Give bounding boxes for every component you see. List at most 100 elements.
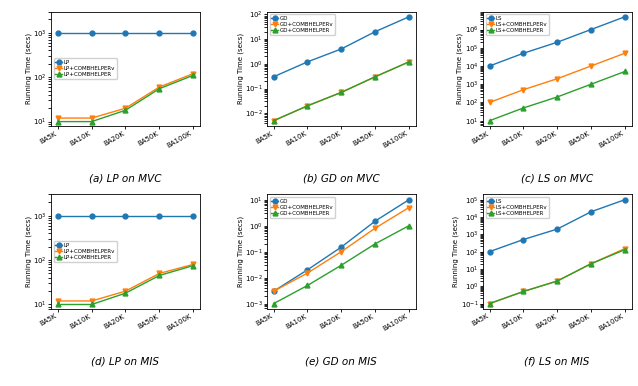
LP+COMBHELPER (189, 263, 197, 268)
LP+COMBHELPER (189, 73, 197, 78)
Line: LS+COMBHELPERv: LS+COMBHELPERv (487, 51, 627, 105)
Line: GD+COMBHELPER: GD+COMBHELPER (271, 59, 412, 123)
GD (371, 29, 379, 34)
LS+COMBHELPER (553, 279, 561, 283)
LS (553, 40, 561, 45)
Line: LS: LS (487, 197, 627, 254)
LP+COMBHELPERv (88, 299, 96, 303)
GD+COMBHELPERv (270, 119, 278, 123)
GD+COMBHELPERv (371, 226, 379, 230)
LP (54, 213, 62, 218)
LP+COMBHELPERv (156, 85, 163, 89)
LP+COMBHELPERv (156, 271, 163, 276)
LS+COMBHELPER (519, 106, 527, 110)
LS+COMBHELPERv (587, 64, 595, 68)
LP+COMBHELPER (88, 302, 96, 307)
GD+COMBHELPERv (338, 90, 345, 95)
Line: LP+COMBHELPER: LP+COMBHELPER (56, 73, 196, 124)
Line: LP+COMBHELPER: LP+COMBHELPER (56, 263, 196, 307)
LS+COMBHELPERv (553, 279, 561, 283)
LP (189, 213, 197, 218)
GD+COMBHELPERv (371, 74, 379, 79)
Legend: LS, LS+COMBHELPERv, LS+COMBHELPER: LS, LS+COMBHELPERv, LS+COMBHELPER (486, 14, 549, 35)
LS+COMBHELPER (553, 95, 561, 99)
LS+COMBHELPER (486, 119, 493, 123)
LP (156, 30, 163, 35)
LP+COMBHELPERv (88, 116, 96, 120)
LS+COMBHELPERv (486, 301, 493, 306)
Legend: LS, LS+COMBHELPERv, LS+COMBHELPER: LS, LS+COMBHELPERv, LS+COMBHELPER (486, 197, 549, 218)
LS (519, 237, 527, 242)
LS (587, 27, 595, 32)
LP+COMBHELPERv (54, 299, 62, 303)
Line: GD: GD (271, 197, 412, 294)
LS+COMBHELPERv (553, 76, 561, 81)
LP+COMBHELPERv (122, 106, 130, 110)
Legend: GD, GD+COMBHELPERv, GD+COMBHELPER: GD, GD+COMBHELPERv, GD+COMBHELPER (270, 197, 335, 218)
Text: (f) LS on MIS: (f) LS on MIS (524, 357, 590, 367)
LP (54, 30, 62, 35)
Line: LS+COMBHELPERv: LS+COMBHELPERv (487, 246, 627, 306)
LP+COMBHELPERv (54, 116, 62, 120)
Text: (e) GD on MIS: (e) GD on MIS (306, 357, 377, 367)
Y-axis label: Running Time (secs): Running Time (secs) (237, 33, 244, 104)
Y-axis label: Running Time (secs): Running Time (secs) (26, 33, 32, 104)
GD (338, 245, 345, 249)
GD+COMBHELPER (405, 59, 413, 64)
GD (270, 289, 278, 293)
LP+COMBHELPER (54, 119, 62, 124)
LP+COMBHELPER (156, 86, 163, 91)
LS (621, 197, 628, 202)
LP (122, 213, 130, 218)
Line: LS: LS (487, 14, 627, 68)
Line: LP: LP (56, 213, 196, 218)
LP (88, 30, 96, 35)
Legend: GD, GD+COMBHELPERv, GD+COMBHELPER: GD, GD+COMBHELPERv, GD+COMBHELPER (270, 14, 335, 35)
LS+COMBHELPERv (621, 246, 628, 251)
LS (587, 210, 595, 214)
GD+COMBHELPER (405, 223, 413, 228)
LP+COMBHELPERv (189, 262, 197, 267)
GD+COMBHELPER (304, 283, 311, 288)
Text: (d) LP on MIS: (d) LP on MIS (91, 357, 160, 367)
Line: GD+COMBHELPERv: GD+COMBHELPERv (271, 59, 412, 123)
Line: LS+COMBHELPER: LS+COMBHELPER (487, 69, 627, 123)
LS (621, 14, 628, 19)
LS+COMBHELPERv (621, 51, 628, 56)
LS+COMBHELPER (621, 247, 628, 252)
LP+COMBHELPER (122, 108, 130, 113)
Line: GD+COMBHELPER: GD+COMBHELPER (271, 223, 412, 306)
GD (304, 267, 311, 272)
LS+COMBHELPER (587, 261, 595, 266)
GD+COMBHELPERv (405, 59, 413, 64)
LS (553, 227, 561, 232)
GD+COMBHELPER (270, 119, 278, 123)
GD (405, 14, 413, 19)
Text: (c) LS on MVC: (c) LS on MVC (521, 174, 593, 184)
Line: LS+COMBHELPER: LS+COMBHELPER (487, 247, 627, 306)
LS+COMBHELPERv (519, 87, 527, 92)
Line: GD+COMBHELPERv: GD+COMBHELPERv (271, 205, 412, 294)
Y-axis label: Running Time (secs): Running Time (secs) (457, 33, 463, 104)
LP+COMBHELPER (122, 291, 130, 295)
LP+COMBHELPERv (122, 289, 130, 293)
GD+COMBHELPER (338, 90, 345, 95)
Y-axis label: Running Time (secs): Running Time (secs) (453, 216, 459, 287)
LP+COMBHELPER (54, 302, 62, 307)
Text: (b) GD on MVC: (b) GD on MVC (303, 174, 380, 184)
Legend: LP, LP+COMBHELPERv, LP+COMBHELPER: LP, LP+COMBHELPERv, LP+COMBHELPER (54, 241, 117, 262)
GD+COMBHELPER (371, 74, 379, 79)
Text: (a) LP on MVC: (a) LP on MVC (89, 174, 161, 184)
Legend: LP, LP+COMBHELPERv, LP+COMBHELPER: LP, LP+COMBHELPERv, LP+COMBHELPER (54, 58, 117, 79)
LP+COMBHELPERv (189, 71, 197, 76)
GD (304, 59, 311, 64)
GD+COMBHELPER (304, 103, 311, 108)
GD+COMBHELPERv (338, 249, 345, 254)
LP (122, 30, 130, 35)
LS+COMBHELPERv (587, 261, 595, 266)
Y-axis label: Running Time (secs): Running Time (secs) (26, 216, 32, 287)
LP+COMBHELPER (156, 273, 163, 278)
GD+COMBHELPERv (405, 205, 413, 210)
GD+COMBHELPER (338, 263, 345, 267)
LP (88, 213, 96, 218)
